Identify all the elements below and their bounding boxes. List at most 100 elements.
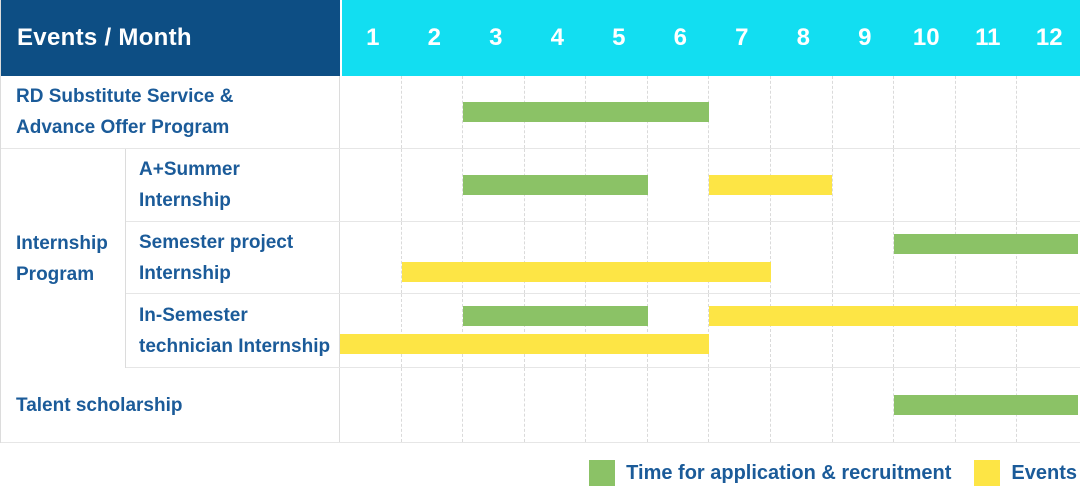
month-gridline <box>585 294 647 367</box>
month-gridline <box>831 368 894 442</box>
month-gridline <box>462 222 524 293</box>
application-bar <box>463 102 709 122</box>
month-gridline <box>708 368 770 442</box>
month-header-cell: 2 <box>427 24 441 51</box>
month-gridline <box>831 222 894 293</box>
row-label: Talent scholarship <box>1 368 340 442</box>
month-gridline <box>646 294 709 367</box>
month-gridline <box>1016 149 1078 221</box>
row-chart-area <box>340 222 1078 293</box>
month-gridline <box>646 222 709 293</box>
month-gridline <box>523 222 586 293</box>
internship-program-subrows: A+Summer Internship Semester project Int… <box>126 149 1080 368</box>
month-gridline <box>340 222 401 293</box>
month-gridline <box>585 222 647 293</box>
month-gridline <box>400 76 463 148</box>
month-header-cell: 11 <box>975 24 1001 51</box>
row-in-semester-technician-internship: In-Semester technician Internship <box>126 294 1080 368</box>
month-gridline <box>770 368 832 442</box>
events-bar <box>709 175 832 195</box>
month-gridline <box>893 222 955 293</box>
month-header-strip: 1 2 3 4 5 6 7 8 9 10 11 12 <box>340 0 1080 76</box>
month-gridline <box>831 149 894 221</box>
month-gridline <box>646 149 709 221</box>
month-gridline <box>400 368 463 442</box>
month-gridline <box>462 368 524 442</box>
month-gridline <box>340 149 401 221</box>
month-gridline <box>1016 222 1078 293</box>
month-gridline <box>893 294 955 367</box>
application-color-swatch <box>589 460 616 486</box>
month-gridline <box>708 76 770 148</box>
month-gridline <box>954 149 1017 221</box>
legend-application-label: Time for application & recruitment <box>626 461 952 484</box>
month-header-cell: 5 <box>612 24 626 51</box>
legend-item-events: Events <box>974 460 1077 486</box>
events-bar <box>709 306 1078 326</box>
internship-program-group: Internship Program A+Summer Internship S… <box>1 149 1080 368</box>
month-gridline <box>646 368 709 442</box>
row-chart-area <box>340 294 1078 367</box>
month-header-cell: 6 <box>673 24 687 51</box>
month-gridline <box>708 222 770 293</box>
row-a-plus-summer-internship: A+Summer Internship <box>126 149 1080 222</box>
month-gridline <box>1016 76 1078 148</box>
month-gridline <box>831 294 894 367</box>
month-header-cell: 9 <box>858 24 872 51</box>
month-header-cell: 1 <box>366 24 380 51</box>
month-gridline <box>340 368 401 442</box>
month-gridline <box>708 294 770 367</box>
row-rd-substitute-service: RD Substitute Service & Advance Offer Pr… <box>1 76 1080 149</box>
month-gridline <box>523 294 586 367</box>
month-header-cell: 4 <box>550 24 564 51</box>
month-gridline <box>770 76 832 148</box>
row-semester-project-internship: Semester project Internship <box>126 222 1080 294</box>
application-bar <box>463 306 648 326</box>
month-gridline <box>400 294 463 367</box>
month-gridline <box>400 222 463 293</box>
row-label: A+Summer Internship <box>126 149 340 221</box>
month-gridline <box>462 149 524 221</box>
row-talent-scholarship: Talent scholarship <box>1 368 1080 443</box>
month-gridline <box>1016 294 1078 367</box>
events-color-swatch <box>974 460 1001 486</box>
month-gridline <box>954 222 1017 293</box>
month-gridline <box>523 368 586 442</box>
month-gridline <box>893 149 955 221</box>
month-header-cell: 7 <box>735 24 749 51</box>
row-label: RD Substitute Service & Advance Offer Pr… <box>1 76 340 148</box>
month-header-cell: 10 <box>912 24 940 51</box>
month-gridline <box>462 76 524 148</box>
legend-item-application: Time for application & recruitment <box>589 460 951 486</box>
application-bar <box>893 395 1078 415</box>
month-gridline <box>340 76 401 148</box>
month-gridline <box>770 294 832 367</box>
month-gridline <box>340 294 401 367</box>
row-label: In-Semester technician Internship <box>126 294 340 367</box>
application-bar <box>463 175 648 195</box>
month-gridline <box>770 222 832 293</box>
month-gridline <box>954 294 1017 367</box>
legend: Time for application & recruitment Event… <box>0 460 1080 486</box>
table-header-row: Events / Month 1 2 3 4 5 6 7 8 9 10 11 12 <box>1 0 1080 76</box>
month-gridline <box>893 76 955 148</box>
month-gridline <box>831 76 894 148</box>
row-label: Semester project Internship <box>126 222 340 293</box>
row-chart-area <box>340 368 1078 442</box>
group-label: Internship Program <box>1 149 126 368</box>
legend-events-label: Events <box>1011 461 1077 484</box>
month-gridline <box>954 76 1017 148</box>
month-gridline <box>708 149 770 221</box>
events-bar <box>401 262 771 282</box>
row-chart-area <box>340 149 1078 221</box>
events-month-table: Events / Month 1 2 3 4 5 6 7 8 9 10 11 12 RD Substi… <box>0 0 1080 443</box>
month-gridline <box>400 149 463 221</box>
month-gridline <box>462 294 524 367</box>
events-bar <box>340 334 709 354</box>
month-header-cell: 12 <box>1035 24 1063 51</box>
corner-header: Events / Month <box>1 0 340 76</box>
month-header-cell: 8 <box>796 24 810 51</box>
application-bar <box>893 234 1078 254</box>
month-gridline <box>585 368 647 442</box>
